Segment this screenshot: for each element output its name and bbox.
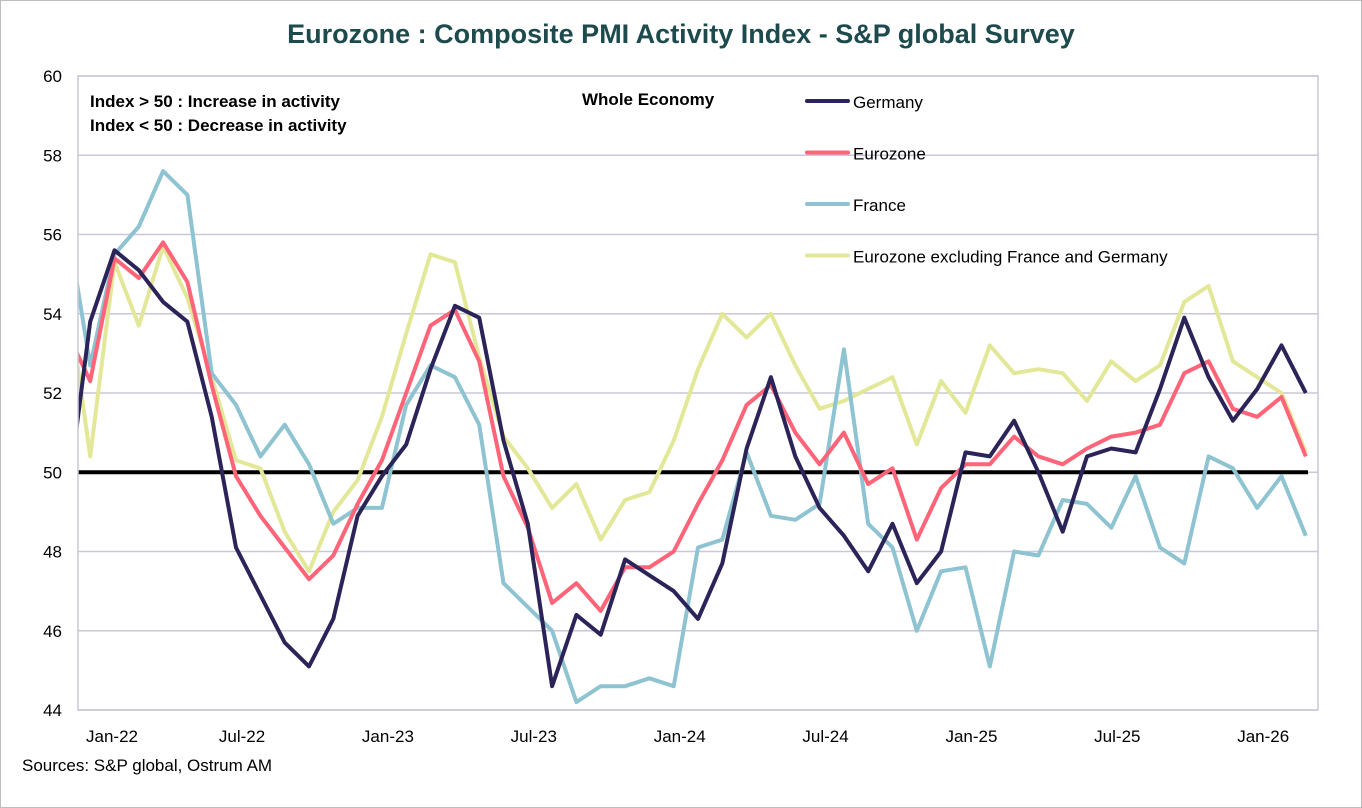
y-tick-label: 56	[43, 226, 62, 245]
annotation-decrease: Index < 50 : Decrease in activity	[90, 116, 347, 135]
source-note: Sources: S&P global, Ostrum AM	[22, 756, 272, 775]
y-tick-label: 46	[43, 622, 62, 641]
y-tick-label: 52	[43, 384, 62, 403]
series-line-germany	[78, 248, 1308, 689]
series-line-eurozone	[78, 240, 1308, 613]
legend-label: France	[853, 196, 906, 215]
y-tick-label: 58	[43, 146, 62, 165]
y-tick-label: 60	[43, 67, 62, 86]
x-tick-label: Jul-25	[1094, 727, 1140, 746]
y-tick-label: 54	[43, 305, 62, 324]
x-tick-label: Jan-25	[945, 727, 997, 746]
x-tick-label: Jan-26	[1237, 727, 1289, 746]
legend-item: Germany	[805, 93, 923, 112]
x-tick-label: Jul-24	[802, 727, 848, 746]
plot-area	[77, 75, 1319, 711]
x-tick-label: Jan-22	[86, 727, 138, 746]
annotation-increase: Index > 50 : Increase in activity	[90, 92, 340, 111]
y-tick-label: 50	[43, 463, 62, 482]
legend-item: Eurozone	[805, 145, 926, 164]
legend-label: Germany	[853, 93, 923, 112]
legend-label: Eurozone excluding France and Germany	[853, 248, 1168, 267]
x-tick-label: Jul-23	[511, 727, 557, 746]
chart-subtitle: Whole Economy	[582, 90, 715, 109]
chart-title: Eurozone : Composite PMI Activity Index …	[287, 19, 1075, 49]
x-axis-ticks: Jan-22 Jul-22 Jan-23 Jul-23 Jan-24 Jul-24 Jan-…	[86, 727, 1289, 746]
series-line-eurozone-excluding-france-and-germany	[78, 244, 1308, 574]
x-tick-label: Jan-23	[362, 727, 414, 746]
x-tick-label: Jul-22	[219, 727, 265, 746]
series-lines	[78, 169, 1308, 705]
legend-item: Eurozone excluding France and Germany	[805, 248, 1168, 267]
y-axis-ticks: 44 46 48 50 52 54 56 58 60	[43, 67, 62, 720]
y-tick-label: 44	[43, 701, 62, 720]
y-tick-label: 48	[43, 543, 62, 562]
series-line-france	[78, 169, 1308, 705]
legend-label: Eurozone	[853, 145, 926, 164]
legend-item: France	[805, 196, 906, 215]
x-tick-label: Jan-24	[654, 727, 706, 746]
legend: Germany Eurozone France Eurozone excluding …	[805, 93, 1168, 267]
